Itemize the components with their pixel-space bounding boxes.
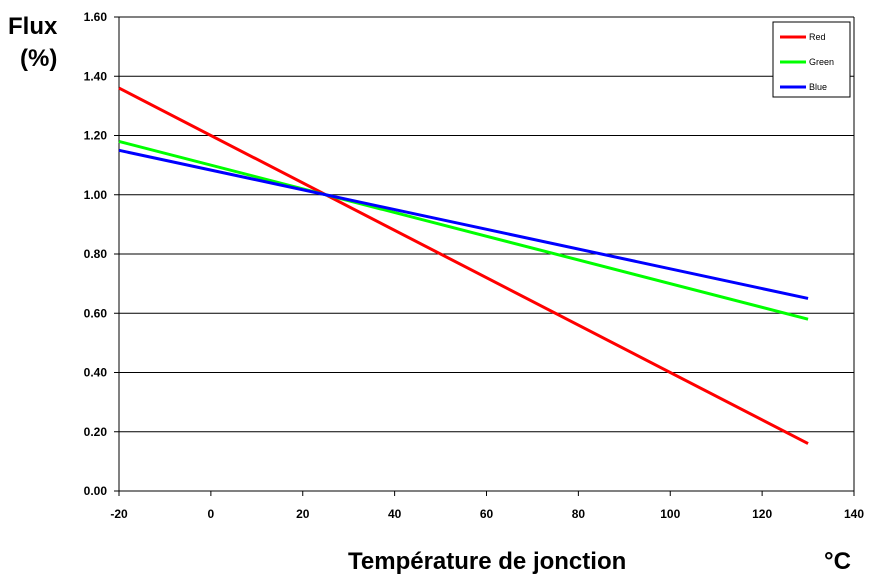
- series-line-red: [118, 86, 809, 445]
- x-tick-label: 120: [752, 507, 772, 521]
- x-tick-label: 40: [388, 507, 402, 521]
- x-tick-label: 20: [296, 507, 310, 521]
- y-tick-label: 0.00: [84, 484, 108, 498]
- y-tick-label: 1.20: [84, 129, 108, 143]
- x-tick-label: 100: [660, 507, 680, 521]
- y-tick-label: 0.80: [84, 247, 108, 261]
- y-tick-label: 1.60: [84, 10, 108, 24]
- y-tick-label: 0.60: [84, 306, 108, 320]
- x-tick-label: 140: [844, 507, 864, 521]
- gridlines: [119, 16, 854, 433]
- x-axis-unit: °C: [824, 548, 851, 575]
- x-tick-label: 60: [480, 507, 494, 521]
- y-tick-label: 0.40: [84, 366, 108, 380]
- y-tick-label: 1.40: [84, 69, 108, 83]
- y-axis-title-line1: Flux: [8, 13, 58, 40]
- y-axis-title-line2: (%): [20, 45, 57, 72]
- legend: Red Green Blue: [772, 21, 851, 98]
- y-tick-label: 1.00: [84, 188, 108, 202]
- x-axis-title: Température de jonction: [348, 548, 626, 575]
- legend-label-blue: Blue: [809, 82, 827, 92]
- legend-box: [772, 21, 851, 98]
- axes: 0.00 0.20 0.40 0.60 0.80 1.00 1.20 1.40 1.60 -20 0…: [84, 10, 865, 521]
- legend-label-green: Green: [809, 57, 834, 67]
- legend-label-red: Red: [809, 32, 826, 42]
- x-tick-label: 80: [572, 507, 586, 521]
- x-tick-label: -20: [110, 507, 128, 521]
- series-line-blue: [118, 148, 809, 300]
- y-tick-label: 0.20: [84, 425, 108, 439]
- series-line-green: [118, 139, 809, 321]
- series-lines: [118, 86, 809, 445]
- x-tick-label: 0: [208, 507, 215, 521]
